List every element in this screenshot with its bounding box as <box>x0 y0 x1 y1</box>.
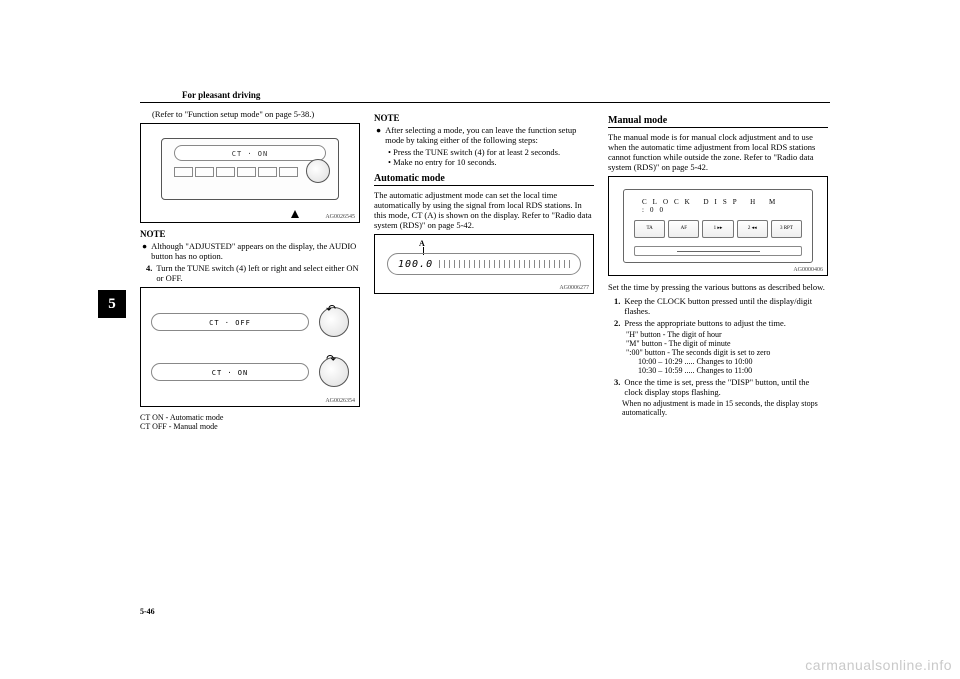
automatic-mode-text: The automatic adjustment mode can set th… <box>374 190 594 230</box>
watermark: carmanualsonline.info <box>805 657 952 673</box>
note-text: Although "ADJUSTED" appears on the displ… <box>151 241 360 261</box>
figure-id: AG0026545 <box>325 214 355 220</box>
dash-text: Press the TUNE switch (4) for at least 2… <box>393 147 560 157</box>
automatic-mode-heading: Automatic mode <box>374 173 594 186</box>
dash-text: Make no entry for 10 seconds. <box>393 157 496 167</box>
rotate-arrow-icon: ↶ <box>326 302 336 317</box>
figure-id: AG0000406 <box>793 267 823 273</box>
knob-cw: ↷ <box>319 357 349 387</box>
cd-slot <box>634 246 802 256</box>
step-num: 4. <box>146 263 152 283</box>
figure-rds-display: A 100.0 AG0006277 <box>374 234 594 294</box>
frequency-readout: 100.0 <box>398 259 433 270</box>
zero-button-desc: ":00" button - The seconds digit is set … <box>626 348 828 357</box>
step-num: 2. <box>614 318 620 328</box>
cross-ref: (Refer to "Function setup mode" on page … <box>152 109 360 119</box>
manual-mode-heading: Manual mode <box>608 115 828 128</box>
running-header: For pleasant driving <box>140 90 830 103</box>
step-2: 2. Press the appropriate buttons to adju… <box>614 318 828 328</box>
step-3-cont: When no adjustment is made in 15 seconds… <box>622 399 828 417</box>
figure-ct-on-off: CT · OFF ↶ CT · ON ↷ AG0026354 <box>140 287 360 407</box>
figure-id: AG0006277 <box>559 285 589 291</box>
preset-btn <box>216 167 235 177</box>
tune-knob <box>306 159 330 183</box>
panel-button: AF <box>668 220 699 238</box>
button-row: TA AF 1 ▸▸ 2 ◂◂ 3 RPT <box>634 220 802 238</box>
lcd-strip: 100.0 <box>387 253 581 275</box>
pointer-arrow-icon <box>291 210 299 218</box>
manual-page: For pleasant driving 5 (Refer to "Functi… <box>140 90 830 590</box>
m-button-desc: "M" button - The digit of minute <box>626 339 828 348</box>
dash-item: • Make no entry for 10 seconds. <box>388 157 594 167</box>
figure-clock-buttons: CLOCK DISP H M :00 TA AF 1 ▸▸ 2 ◂◂ 3 RPT… <box>608 176 828 276</box>
step-text: Press the appropriate buttons to adjust … <box>624 318 785 328</box>
ct-off-row: CT · OFF ↶ <box>151 300 349 344</box>
knob-ccw: ↶ <box>319 307 349 337</box>
preset-buttons <box>174 167 298 177</box>
panel-face: CLOCK DISP H M :00 TA AF 1 ▸▸ 2 ◂◂ 3 RPT <box>623 189 813 263</box>
rotate-arrow-icon: ↷ <box>326 352 336 367</box>
column-2: NOTE ● After selecting a mode, you can l… <box>374 109 594 431</box>
note-bullet: ● Although "ADJUSTED" appears on the dis… <box>142 241 360 261</box>
preset-btn <box>258 167 277 177</box>
preset-btn <box>174 167 193 177</box>
chapter-tab: 5 <box>98 290 126 318</box>
column-3: Manual mode The manual mode is for manua… <box>608 109 828 431</box>
bullet-marker: ● <box>376 125 381 145</box>
step-1: 1. Keep the CLOCK button pressed until t… <box>614 296 828 316</box>
panel-button: 1 ▸▸ <box>702 220 733 238</box>
example-1: 10:00 – 10:29 ..... Changes to 10:00 <box>638 357 828 366</box>
panel-button: 3 RPT <box>771 220 802 238</box>
radio-face: CT · ON <box>161 138 339 200</box>
figure-id: AG0026354 <box>325 398 355 404</box>
preset-btn <box>237 167 256 177</box>
caption-off: CT OFF - Manual mode <box>140 422 360 431</box>
figure-radio-ct-on: CT · ON AG0026545 <box>140 123 360 223</box>
note-text: After selecting a mode, you can leave th… <box>385 125 594 145</box>
note-heading: NOTE <box>140 229 360 239</box>
lcd-off: CT · OFF <box>151 313 309 331</box>
example-2: 10:30 – 10:59 ..... Changes to 11:00 <box>638 366 828 375</box>
step-3: 3. Once the time is set, press the "DISP… <box>614 377 828 397</box>
preset-btn <box>279 167 298 177</box>
note-heading: NOTE <box>374 113 594 123</box>
step-4: 4. Turn the TUNE switch (4) left or righ… <box>146 263 360 283</box>
panel-button: TA <box>634 220 665 238</box>
h-button-desc: "H" button - The digit of hour <box>626 330 828 339</box>
char-cells <box>439 260 570 268</box>
step-text: Keep the CLOCK button pressed until the … <box>624 296 828 316</box>
caption-on: CT ON - Automatic mode <box>140 413 360 422</box>
step-text: Turn the TUNE switch (4) left or right a… <box>156 263 360 283</box>
bullet-marker: ● <box>142 241 147 261</box>
preset-btn <box>195 167 214 177</box>
page-number: 5-46 <box>140 607 155 616</box>
button-labels: CLOCK DISP H M :00 <box>642 198 812 214</box>
panel-button: 2 ◂◂ <box>737 220 768 238</box>
manual-mode-text: The manual mode is for manual clock adju… <box>608 132 828 172</box>
column-1: (Refer to "Function setup mode" on page … <box>140 109 360 431</box>
note-bullet: ● After selecting a mode, you can leave … <box>376 125 594 145</box>
lcd-display: CT · ON <box>174 145 326 161</box>
lcd-on: CT · ON <box>151 363 309 381</box>
column-layout: (Refer to "Function setup mode" on page … <box>140 109 830 431</box>
manual-intro: Set the time by pressing the various but… <box>608 282 828 292</box>
step-num: 1. <box>614 296 620 316</box>
step-num: 3. <box>614 377 620 397</box>
step-text: Once the time is set, press the "DISP" b… <box>624 377 828 397</box>
ct-on-row: CT · ON ↷ <box>151 350 349 394</box>
dash-item: • Press the TUNE switch (4) for at least… <box>388 147 594 157</box>
